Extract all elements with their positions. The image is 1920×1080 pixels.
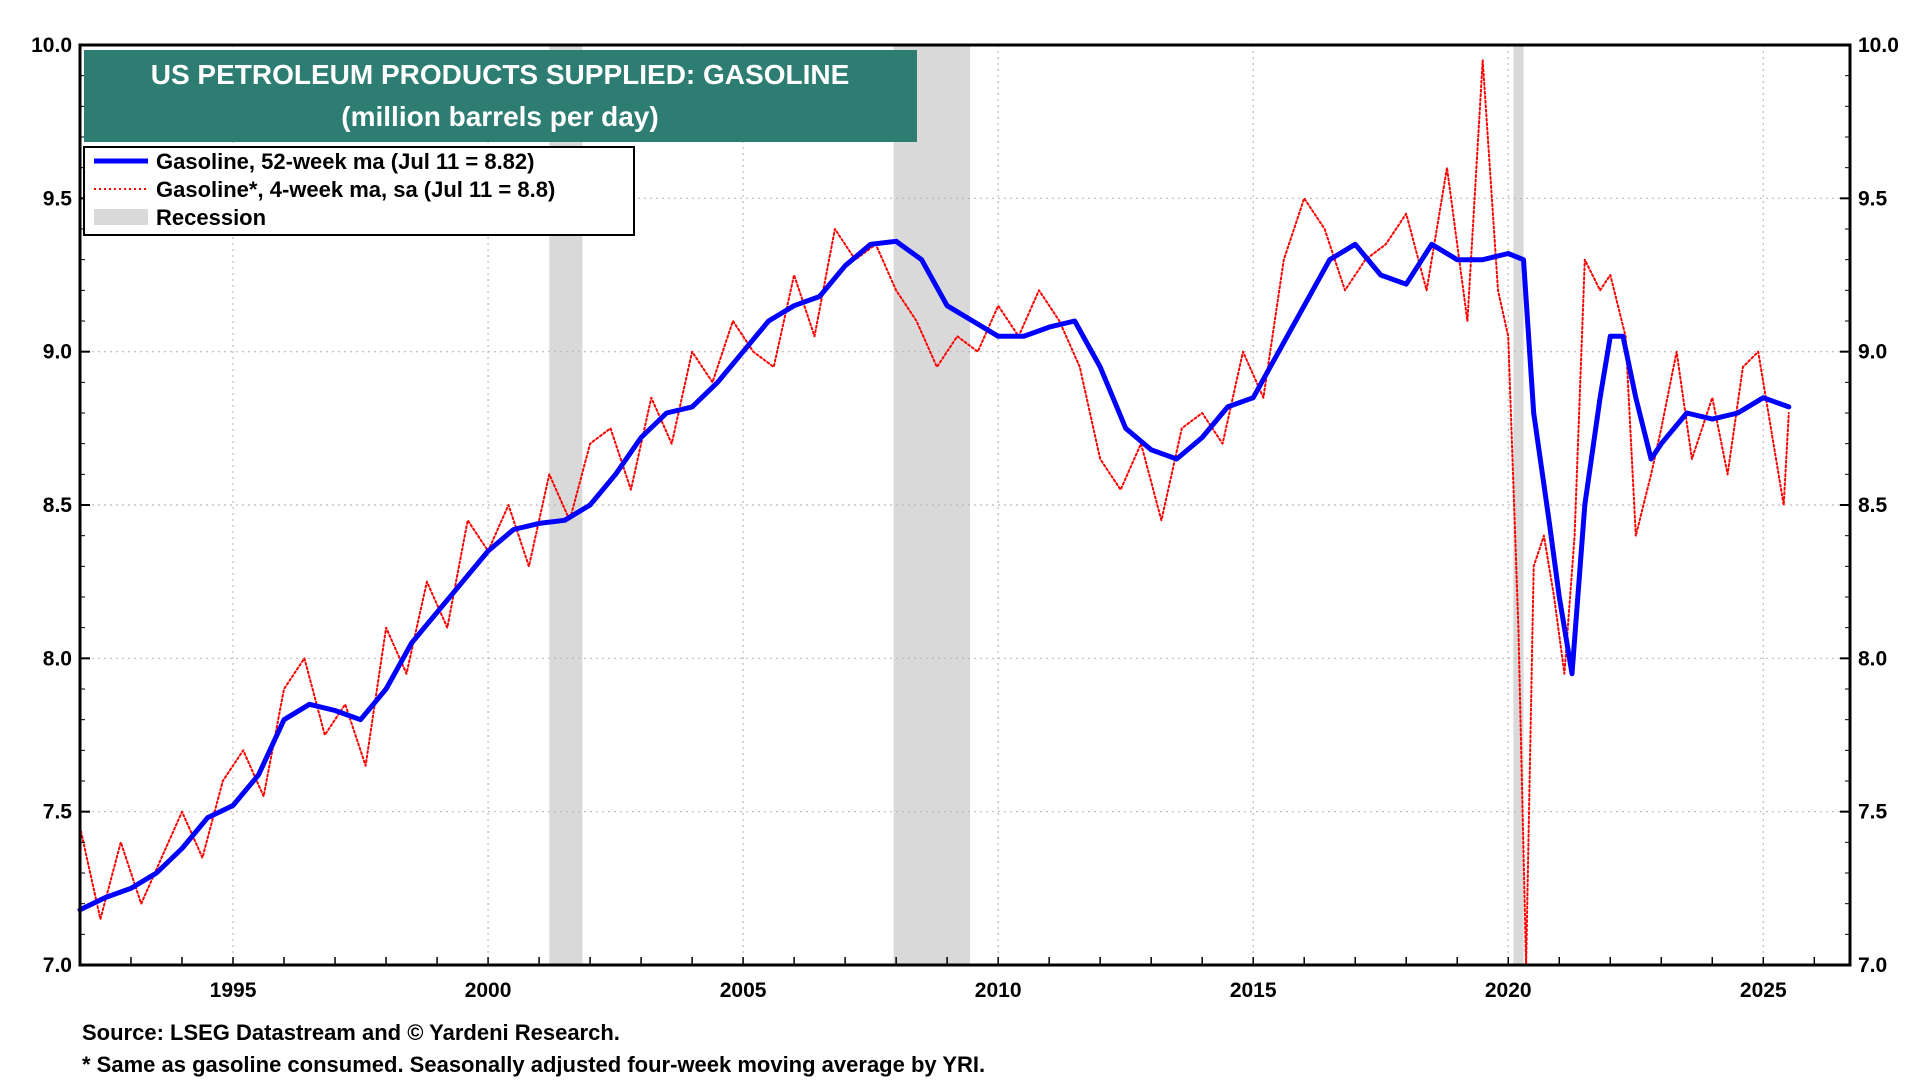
y-tick-label-left: 10.0	[31, 34, 72, 57]
series-lines	[77, 59, 1792, 966]
source-note: Source: LSEG Datastream and © Yardeni Re…	[82, 1020, 620, 1045]
series-line-4week-ma	[79, 59, 1790, 966]
y-tick-label-right: 9.5	[1858, 187, 1888, 210]
y-tick-label-right: 8.5	[1858, 494, 1888, 517]
series-line-52week-ma	[77, 238, 1792, 913]
x-tick-label: 2025	[1740, 979, 1787, 1002]
y-tick-label-left: 9.5	[43, 187, 73, 210]
y-tick-label-right: 9.0	[1858, 341, 1887, 364]
y-tick-label-right: 8.0	[1858, 647, 1887, 670]
y-tick-label-left: 8.0	[43, 647, 72, 670]
title-background	[84, 50, 917, 142]
axis-ticks: 7.0 7.0 7.5 7.5 8.0 8.0 8.5 8.5 9.0 9.0 9.5 9.5 10.0…	[31, 34, 1899, 1002]
chart-subtitle: (million barrels per day)	[341, 101, 658, 132]
recession-band	[893, 45, 971, 965]
x-tick-label: 2010	[975, 979, 1022, 1002]
legend-label-52week: Gasoline, 52-week ma (Jul 11 = 8.82)	[156, 149, 534, 174]
y-tick-label-left: 7.0	[43, 954, 72, 977]
x-tick-label: 2020	[1485, 979, 1532, 1002]
legend: Gasoline, 52-week ma (Jul 11 = 8.82) Gas…	[83, 146, 635, 236]
x-tick-label: 2015	[1230, 979, 1277, 1002]
legend-label-4week: Gasoline*, 4-week ma, sa (Jul 11 = 8.8)	[156, 177, 555, 202]
y-tick-label-left: 8.5	[43, 494, 73, 517]
y-tick-label-right: 10.0	[1858, 34, 1899, 57]
y-tick-label-left: 9.0	[43, 341, 72, 364]
legend-label-recession: Recession	[156, 205, 266, 230]
y-tick-label-left: 7.5	[43, 801, 73, 824]
title-box: US PETROLEUM PRODUCTS SUPPLIED: GASOLINE…	[84, 50, 917, 142]
x-tick-label: 2005	[720, 979, 767, 1002]
legend-swatch-recession	[94, 209, 148, 225]
y-tick-label-right: 7.0	[1858, 954, 1887, 977]
y-tick-label-right: 7.5	[1858, 801, 1888, 824]
x-tick-label: 2000	[465, 979, 512, 1002]
x-tick-label: 1995	[210, 979, 257, 1002]
legend-box	[83, 146, 635, 236]
footnote: * Same as gasoline consumed. Seasonally …	[82, 1052, 986, 1077]
recession-band	[1513, 45, 1524, 965]
chart-title: US PETROLEUM PRODUCTS SUPPLIED: GASOLINE	[151, 59, 850, 90]
